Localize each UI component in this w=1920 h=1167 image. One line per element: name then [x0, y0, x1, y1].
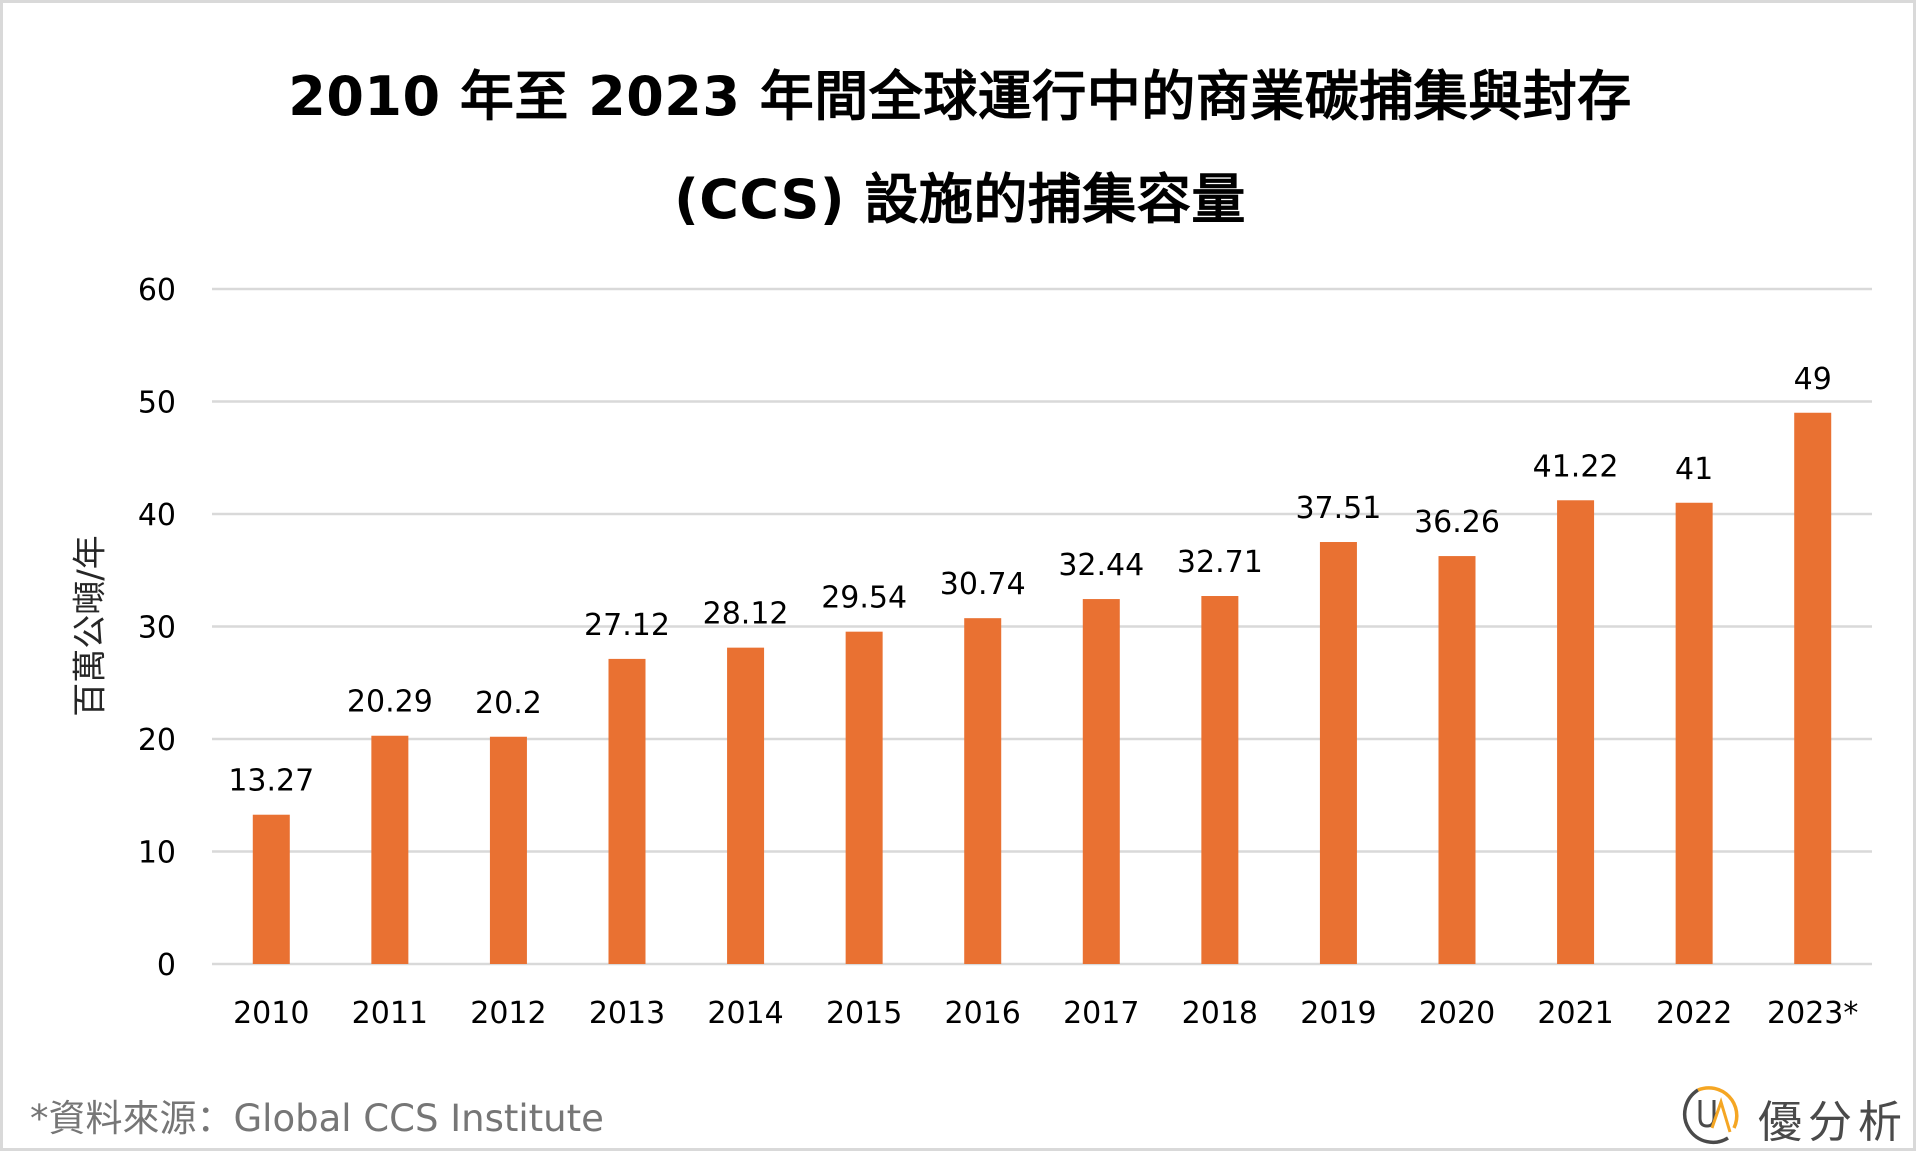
data-labels: 13.27 20.29 20.2 27.12 28.12 29.54 30.74 32.44 3…	[228, 362, 1831, 799]
data-label: 27.12	[584, 608, 670, 643]
bar	[1319, 542, 1357, 964]
bar	[845, 631, 883, 964]
x-tick-label: 2011	[352, 996, 428, 1031]
x-tick-label: 2014	[707, 996, 783, 1031]
bars	[252, 412, 1832, 964]
brand-logo: 優分析	[1676, 1080, 1916, 1148]
y-tick-label: 10	[138, 836, 176, 871]
y-tick-label: 60	[138, 273, 176, 308]
data-label: 28.12	[703, 597, 789, 632]
chart-title-line2: (CCS) 設施的捕集容量	[674, 168, 1246, 231]
x-tick-label: 2022	[1656, 996, 1732, 1031]
x-tick-label: 2023*	[1767, 996, 1858, 1031]
x-tick-label: 2012	[470, 996, 546, 1031]
x-tick-label: 2019	[1300, 996, 1376, 1031]
data-label: 32.71	[1177, 545, 1263, 580]
bar	[1438, 556, 1476, 964]
bar	[1675, 502, 1713, 964]
bar	[1794, 412, 1832, 964]
x-tick-label: 2020	[1419, 996, 1495, 1031]
bar	[371, 735, 409, 964]
data-label: 32.44	[1058, 548, 1144, 583]
bar	[964, 618, 1002, 964]
data-label: 20.2	[475, 686, 542, 721]
x-tick-labels: 2010 2011 2012 2013 2014 2015 2016 2017 2018 2019…	[233, 996, 1858, 1031]
data-label: 36.26	[1414, 505, 1500, 540]
y-tick-label: 30	[138, 611, 176, 646]
bar	[489, 736, 527, 964]
ua-circle-logo-icon	[1682, 1086, 1739, 1145]
bar	[1201, 596, 1239, 964]
bar	[608, 658, 646, 964]
bar	[1557, 500, 1595, 964]
data-label: 41.22	[1533, 449, 1619, 484]
x-tick-label: 2016	[945, 996, 1021, 1031]
bar	[727, 647, 765, 964]
y-axis-label: 百萬公噸/年	[70, 535, 111, 717]
source-note: *資料來源：Global CCS Institute	[30, 1097, 604, 1140]
brand-name: 優分析	[1758, 1097, 1908, 1148]
x-tick-label: 2018	[1182, 996, 1258, 1031]
data-label: 29.54	[821, 581, 907, 616]
y-tick-label: 50	[138, 386, 176, 421]
x-tick-label: 2017	[1063, 996, 1139, 1031]
gridlines	[212, 287, 1872, 966]
x-tick-label: 2021	[1537, 996, 1613, 1031]
x-tick-label: 2010	[233, 996, 309, 1031]
data-label: 49	[1794, 362, 1832, 397]
data-label: 41	[1675, 452, 1713, 487]
data-label: 20.29	[347, 685, 433, 720]
y-tick-label: 0	[157, 948, 176, 983]
data-label: 30.74	[940, 567, 1026, 602]
x-tick-label: 2013	[589, 996, 665, 1031]
data-label: 37.51	[1295, 491, 1381, 526]
bar	[1082, 599, 1120, 964]
data-label: 13.27	[228, 764, 314, 799]
y-tick-label: 40	[138, 498, 176, 533]
x-tick-label: 2015	[826, 996, 902, 1031]
y-tick-labels: 0 10 20 30 40 50 60	[138, 273, 176, 983]
y-tick-label: 20	[138, 723, 176, 758]
chart-title-line1: 2010 年至 2023 年間全球運行中的商業碳捕集與封存	[288, 65, 1632, 128]
bar	[252, 814, 290, 964]
